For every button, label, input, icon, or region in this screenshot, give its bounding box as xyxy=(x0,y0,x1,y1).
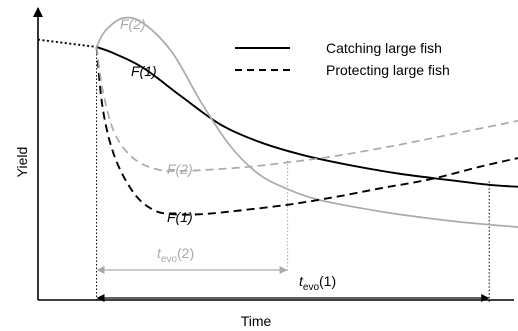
series-protecting-f2 xyxy=(95,46,518,172)
legend: Catching large fish Protecting large fis… xyxy=(235,40,450,78)
series-protecting-f1 xyxy=(95,46,518,216)
label-tevo1-tail: (1) xyxy=(319,273,336,289)
legend-label-catching: Catching large fish xyxy=(326,40,442,56)
label-f1-solid: F(1) xyxy=(131,63,157,79)
label-tevo2-tail: (2) xyxy=(177,245,194,261)
label-f1-dashed: F(1) xyxy=(167,209,193,225)
label-f2-dashed: F(2) xyxy=(167,161,193,177)
label-tevo2: tevo(2) xyxy=(157,245,194,265)
label-tevo2-sub: evo xyxy=(161,254,178,265)
label-tevo1-t: t xyxy=(299,273,304,289)
series-catching-f1 xyxy=(96,46,518,188)
series-catching-f2 xyxy=(95,16,518,228)
label-f2-solid: F(2) xyxy=(120,16,146,32)
y-axis-label: Yield xyxy=(14,147,30,178)
label-tevo2-t: t xyxy=(157,245,162,261)
legend-label-protecting: Protecting large fish xyxy=(326,62,450,78)
series-initial-dotted xyxy=(37,38,97,48)
label-tevo1-sub: evo xyxy=(303,282,320,293)
series-group xyxy=(37,16,518,228)
x-axis-label: Time xyxy=(241,313,272,329)
label-tevo1: tevo(1) xyxy=(299,273,336,293)
